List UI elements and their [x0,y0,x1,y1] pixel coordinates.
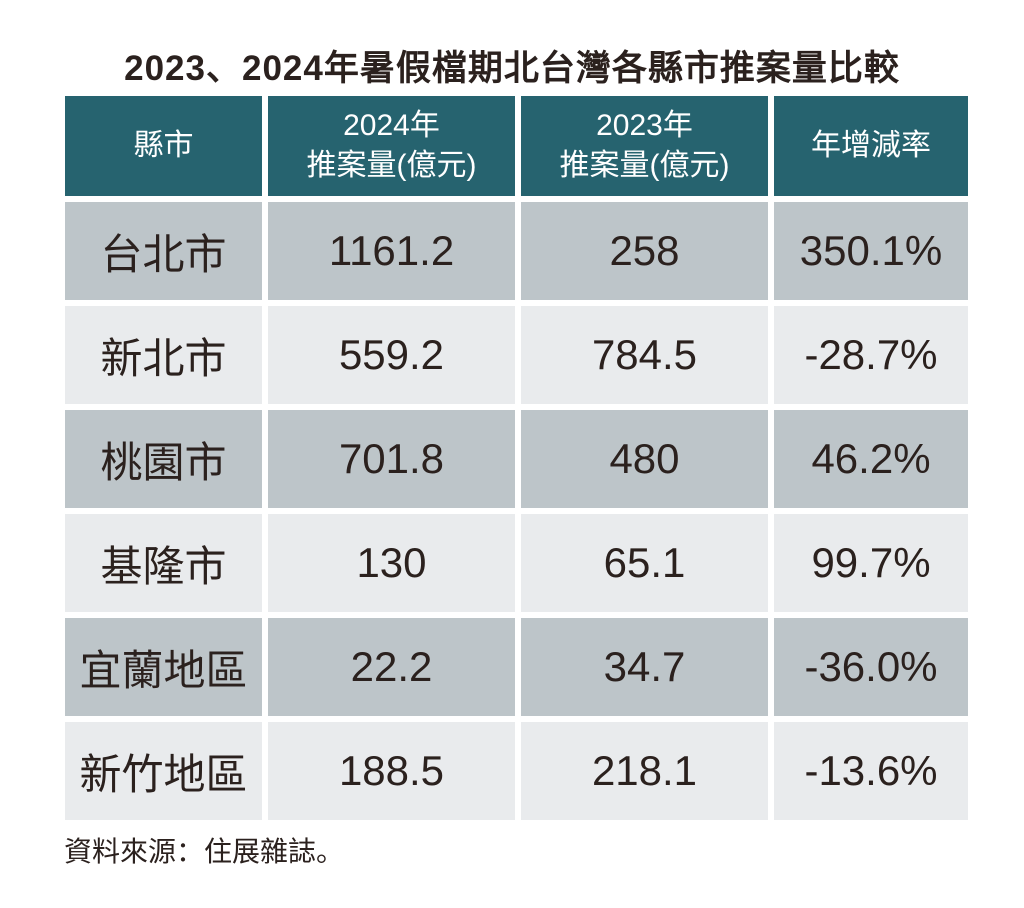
header-cell-county: 縣市 [65,96,262,196]
value-2023-cell: 65.1 [521,514,768,612]
value-2024-cell: 701.8 [268,410,515,508]
value-2023-cell: 480 [521,410,768,508]
comparison-table: 縣市 2024年 推案量(億元) 2023年 推案量(億元) 年增減率 台北市 … [65,96,968,820]
value-2024-cell: 559.2 [268,306,515,404]
header-label-line2: 推案量(億元) [559,149,730,182]
value-2024-cell: 188.5 [268,722,515,820]
yoy-cell: -28.7% [774,306,968,404]
value-2023-cell: 218.1 [521,722,768,820]
value-2023-cell: 34.7 [521,618,768,716]
source-note: 資料來源：住展雜誌。 [64,836,345,867]
city-cell: 桃園市 [65,410,262,508]
page-title: 2023、2024年暑假檔期北台灣各縣市推案量比較 [124,49,900,88]
value-2024-cell: 1161.2 [268,202,515,300]
value-2024-cell: 22.2 [268,618,515,716]
header-label-line2: 推案量(億元) [306,149,477,182]
header-label-line1: 2023年 [596,109,693,143]
city-cell: 基隆市 [65,514,262,612]
header-label-line1: 2024年 [343,109,440,143]
header-cell-2023-volume: 2023年 推案量(億元) [521,96,768,196]
value-2023-cell: 784.5 [521,306,768,404]
yoy-cell: -13.6% [774,722,968,820]
yoy-cell: 99.7% [774,514,968,612]
header-label: 年增減率 [811,129,931,163]
yoy-cell: 350.1% [774,202,968,300]
header-label: 縣市 [133,129,194,163]
city-cell: 新竹地區 [65,722,262,820]
yoy-cell: 46.2% [774,410,968,508]
city-cell: 新北市 [65,306,262,404]
yoy-cell: -36.0% [774,618,968,716]
value-2024-cell: 130 [268,514,515,612]
city-cell: 台北市 [65,202,262,300]
header-cell-yoy: 年增減率 [774,96,968,196]
header-cell-2024-volume: 2024年 推案量(億元) [268,96,515,196]
value-2023-cell: 258 [521,202,768,300]
city-cell: 宜蘭地區 [65,618,262,716]
